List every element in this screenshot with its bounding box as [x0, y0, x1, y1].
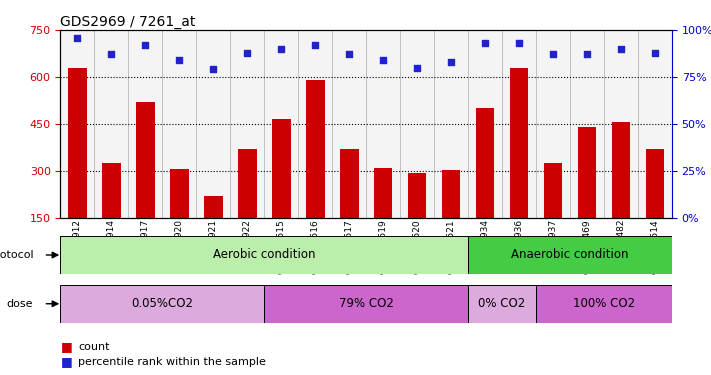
Text: growth protocol: growth protocol: [0, 250, 33, 260]
Point: [378, 57, 389, 63]
Bar: [536, 30, 570, 217]
Point: [615, 46, 626, 52]
Bar: [468, 30, 502, 217]
Bar: [162, 30, 196, 217]
Bar: [264, 285, 468, 322]
Bar: [196, 30, 230, 217]
Point: [276, 46, 287, 52]
Bar: [332, 30, 366, 217]
Bar: [502, 30, 536, 217]
Bar: [400, 30, 434, 217]
Text: 79% CO2: 79% CO2: [338, 297, 394, 310]
Text: Aerobic condition: Aerobic condition: [213, 249, 316, 261]
Text: 0.05%CO2: 0.05%CO2: [132, 297, 193, 310]
Bar: [510, 68, 528, 218]
Text: Anaerobic condition: Anaerobic condition: [511, 249, 629, 261]
Text: count: count: [78, 342, 109, 352]
Point: [479, 40, 491, 46]
Bar: [408, 173, 427, 217]
Text: dose: dose: [7, 299, 33, 309]
Bar: [68, 68, 87, 218]
Point: [309, 42, 321, 48]
Point: [582, 51, 593, 57]
Point: [139, 42, 151, 48]
Point: [649, 50, 661, 55]
Text: 100% CO2: 100% CO2: [573, 297, 635, 310]
Bar: [468, 236, 672, 274]
Bar: [366, 30, 400, 217]
Bar: [374, 168, 392, 217]
Text: 0% CO2: 0% CO2: [479, 297, 525, 310]
Bar: [476, 108, 494, 218]
Point: [513, 40, 525, 46]
Bar: [60, 30, 95, 217]
Bar: [102, 164, 121, 218]
Text: ■: ■: [60, 340, 73, 353]
Bar: [434, 30, 468, 217]
Bar: [611, 122, 630, 218]
Bar: [272, 119, 291, 218]
Bar: [340, 149, 358, 217]
Bar: [60, 236, 468, 274]
Bar: [136, 102, 155, 218]
Point: [547, 51, 559, 57]
Bar: [604, 30, 638, 217]
Bar: [544, 164, 562, 218]
Bar: [638, 30, 672, 217]
Bar: [238, 149, 257, 217]
Text: GDS2969 / 7261_at: GDS2969 / 7261_at: [60, 15, 196, 29]
Point: [208, 66, 219, 72]
Bar: [170, 169, 188, 217]
Bar: [204, 196, 223, 217]
Bar: [468, 285, 536, 322]
Point: [343, 51, 355, 57]
Bar: [298, 30, 332, 217]
Bar: [536, 285, 672, 322]
Bar: [646, 149, 664, 217]
Bar: [264, 30, 298, 217]
Point: [72, 34, 83, 40]
Point: [445, 59, 456, 65]
Bar: [60, 285, 264, 322]
Point: [412, 64, 423, 70]
Bar: [95, 30, 129, 217]
Point: [106, 51, 117, 57]
Bar: [577, 127, 597, 218]
Point: [242, 50, 253, 55]
Text: ■: ■: [60, 356, 73, 368]
Bar: [442, 170, 461, 217]
Bar: [570, 30, 604, 217]
Point: [173, 57, 185, 63]
Bar: [306, 80, 324, 218]
Bar: [230, 30, 264, 217]
Bar: [129, 30, 162, 217]
Text: percentile rank within the sample: percentile rank within the sample: [78, 357, 266, 367]
